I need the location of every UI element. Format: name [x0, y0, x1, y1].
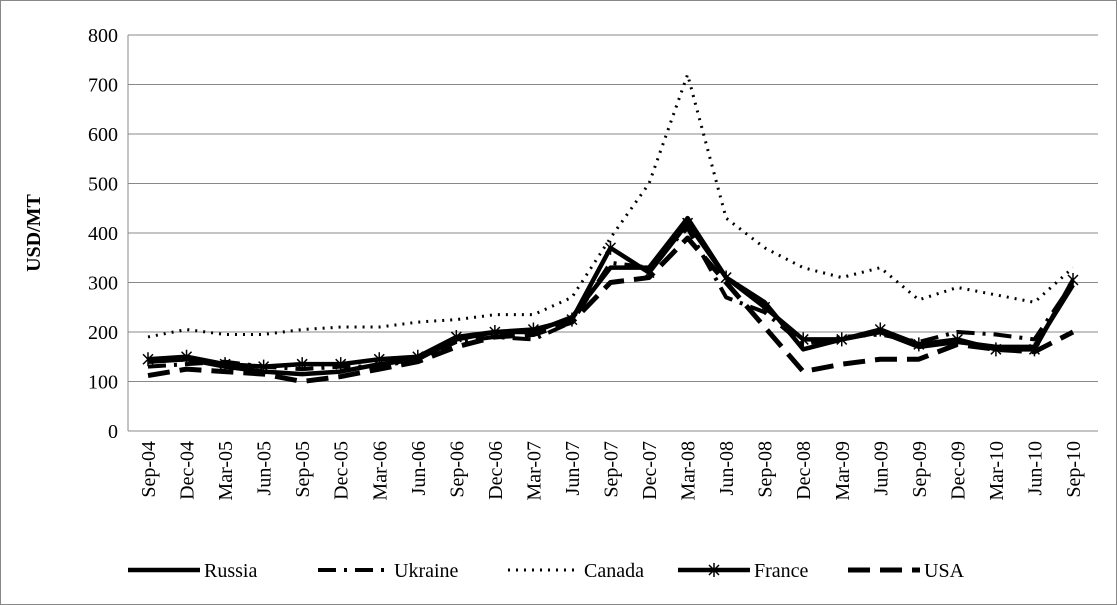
star-marker	[373, 352, 385, 367]
star-marker	[181, 349, 193, 364]
star-marker	[142, 352, 154, 367]
y-tick-label: 700	[88, 75, 118, 97]
x-tick-label: Sep-05	[292, 441, 314, 498]
x-tick-label: Mar-06	[369, 441, 391, 501]
x-tick-label: Jun-07	[562, 441, 584, 495]
star-marker	[913, 337, 925, 352]
star-marker	[335, 357, 347, 372]
star-marker	[604, 240, 617, 255]
legend-label: Ukraine	[394, 560, 459, 582]
star-marker	[219, 357, 231, 372]
y-tick-label: 300	[88, 273, 118, 295]
x-tick-label: Jun-09	[870, 441, 892, 495]
x-tick-label: Dec-06	[485, 441, 507, 500]
x-tick-label: Jun-08	[716, 441, 738, 495]
x-tick-label: Sep-04	[138, 441, 160, 498]
star-marker	[296, 357, 308, 372]
legend-label: France	[754, 560, 809, 582]
star-marker	[450, 329, 462, 344]
x-tick-label: Dec-05	[331, 441, 353, 500]
x-tick-label: Sep-08	[755, 441, 777, 498]
x-tick-label: Mar-09	[832, 441, 854, 501]
star-marker	[258, 359, 270, 374]
star-marker	[874, 322, 886, 337]
x-tick-label: Mar-05	[215, 441, 237, 501]
y-axis-title: USD/MT	[23, 193, 45, 271]
series-line	[147, 235, 1075, 384]
x-tick-label: Sep-07	[601, 441, 623, 498]
x-tick-label: Mar-07	[523, 441, 545, 501]
x-tick-label: Jun-06	[408, 441, 430, 495]
x-tick-label: Dec-07	[639, 441, 661, 500]
star-marker	[682, 216, 694, 231]
star-marker	[990, 342, 1002, 357]
x-tick-label: Mar-08	[678, 441, 700, 501]
y-tick-label: 100	[88, 372, 118, 394]
x-tick-label: Sep-10	[1063, 441, 1085, 498]
legend-label: Russia	[204, 560, 257, 582]
y-tick-label: 0	[108, 421, 118, 443]
y-tick-label: 400	[88, 223, 118, 245]
star-marker	[759, 300, 771, 315]
y-tick-label: 200	[88, 322, 118, 344]
legend-marker	[708, 563, 720, 577]
x-tick-label: Dec-04	[177, 441, 199, 500]
y-tick-label: 600	[88, 124, 118, 146]
legend-label: Canada	[584, 560, 644, 582]
star-marker	[1067, 273, 1079, 288]
x-tick-label: Sep-06	[446, 441, 468, 498]
x-tick-label: Jun-05	[254, 441, 276, 495]
x-tick-label: Dec-08	[793, 441, 815, 500]
x-tick-label: Dec-09	[947, 441, 969, 500]
y-tick-label: 500	[88, 174, 118, 196]
x-tick-label: Jun-10	[1024, 441, 1046, 495]
star-marker	[797, 332, 809, 347]
y-tick-label: 800	[88, 25, 118, 47]
x-tick-label: Sep-09	[909, 441, 931, 498]
x-tick-label: Mar-10	[986, 441, 1008, 501]
legend-label: USA	[924, 560, 965, 582]
star-marker	[836, 332, 848, 347]
